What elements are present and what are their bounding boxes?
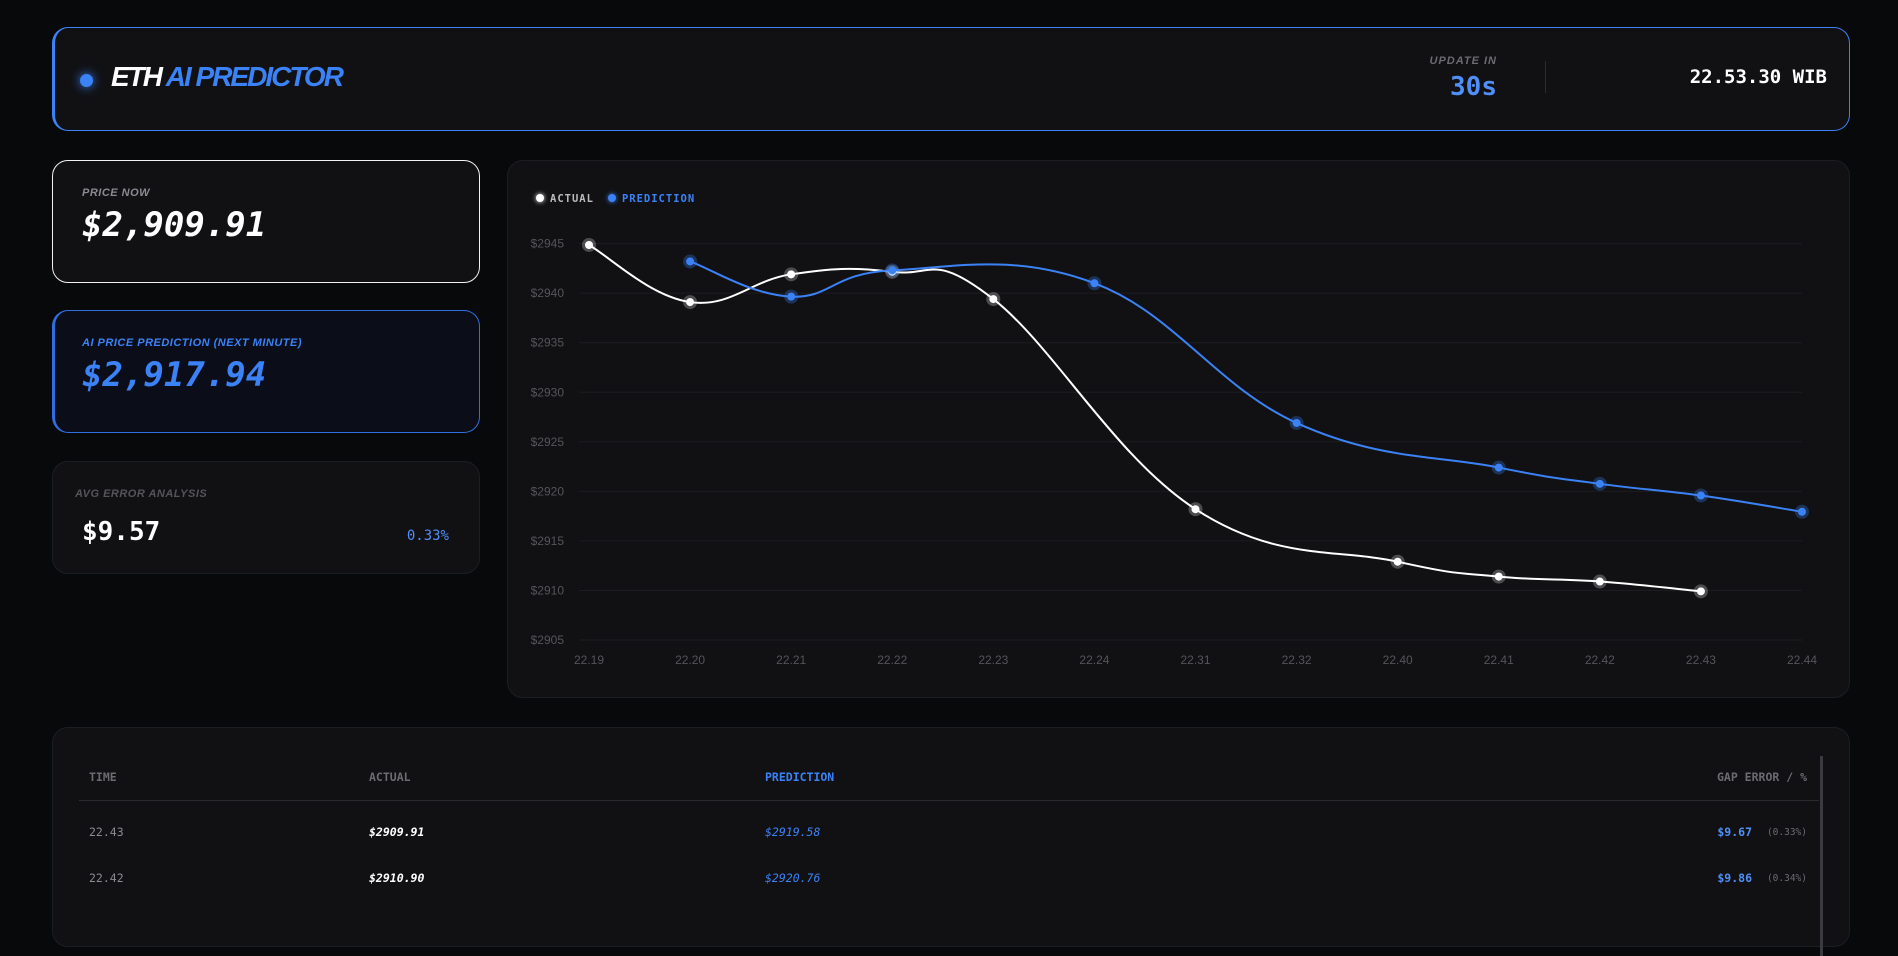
data-point-actual xyxy=(1191,505,1200,514)
x-tick-label: 22.43 xyxy=(1686,653,1716,667)
app-header: ETH AI PREDICTOR UPDATE IN 30s 22.53.30 … xyxy=(52,27,1850,131)
row-prediction: $2919.58 xyxy=(765,825,821,839)
divider xyxy=(1545,61,1546,93)
chart-legend: ACTUAL PREDICTION xyxy=(536,193,695,205)
y-tick-label: $2940 xyxy=(531,286,565,300)
price-now-value: $2,909.91 xyxy=(82,205,267,245)
y-tick-label: $2905 xyxy=(531,633,565,647)
price-now-label: PRICE NOW xyxy=(82,187,151,199)
legend-actual-label: ACTUAL xyxy=(550,193,594,205)
data-point-actual xyxy=(989,295,998,304)
col-header-time: TIME xyxy=(89,770,117,784)
live-status-dot-icon xyxy=(80,74,93,87)
data-point-actual xyxy=(585,240,593,249)
data-point-actual xyxy=(787,270,796,279)
avg-error-value: $9.57 xyxy=(82,517,161,547)
data-point-actual xyxy=(1393,557,1402,566)
legend-prediction-label: PREDICTION xyxy=(621,193,696,205)
chart-plot: $2945 $2940 $2935 $2930 $2925 $2920 $2915 $2910… xyxy=(531,237,1818,667)
avg-error-label: AVG ERROR ANALYSIS xyxy=(75,488,208,500)
y-tick-label: $2930 xyxy=(531,385,565,399)
app-title: ETH AI PREDICTOR xyxy=(111,61,344,93)
data-point-prediction xyxy=(1798,507,1806,516)
y-tick-label: $2945 xyxy=(531,237,565,251)
col-header-actual: ACTUAL xyxy=(369,770,411,784)
data-point-actual xyxy=(1494,572,1503,581)
x-tick-label: 22.42 xyxy=(1585,653,1615,667)
row-time: 22.42 xyxy=(89,871,124,885)
history-table: TIME ACTUAL PREDICTION GAP ERROR / % 22.… xyxy=(52,727,1850,956)
data-point-actual xyxy=(1696,587,1705,596)
col-header-prediction: PREDICTION xyxy=(765,770,835,784)
prediction-value: $2,917.94 xyxy=(82,355,267,395)
scrollbar[interactable] xyxy=(1820,756,1823,956)
col-header-gap: GAP ERROR / % xyxy=(1716,770,1807,784)
row-gap-percent: (0.33%) xyxy=(1766,827,1807,838)
legend-actual[interactable]: ACTUAL xyxy=(536,193,594,205)
price-chart: ACTUAL PREDICTION $2945 $2940 $2935 $2930 $2… xyxy=(507,160,1850,698)
x-tick-label: 22.41 xyxy=(1484,653,1514,667)
legend-prediction-dot-icon xyxy=(607,194,616,202)
row-actual: $2910.90 xyxy=(369,871,425,885)
data-point-prediction xyxy=(1292,418,1301,427)
update-label: UPDATE IN xyxy=(1429,55,1497,67)
legend-actual-dot-icon xyxy=(536,194,544,202)
x-tick-label: 22.22 xyxy=(877,653,907,667)
data-point-prediction xyxy=(1696,491,1705,500)
data-point-actual xyxy=(686,298,695,307)
x-tick-label: 22.32 xyxy=(1282,653,1312,667)
prediction-card: AI PRICE PREDICTION (NEXT MINUTE) $2,917… xyxy=(52,310,480,433)
x-tick-label: 22.20 xyxy=(675,653,705,667)
data-point-prediction xyxy=(1494,463,1503,472)
legend-prediction[interactable]: PREDICTION xyxy=(607,193,696,205)
y-tick-label: $2915 xyxy=(531,534,565,548)
avg-error-percent: 0.33% xyxy=(406,528,449,544)
avg-error-card: AVG ERROR ANALYSIS $9.57 0.33% xyxy=(52,461,480,574)
row-gap-percent: (0.34%) xyxy=(1766,873,1807,884)
y-tick-label: $2920 xyxy=(531,484,565,498)
y-tick-label: $2935 xyxy=(531,336,565,350)
data-point-prediction xyxy=(1595,479,1604,488)
row-gap: $9.67 xyxy=(1717,825,1752,839)
y-tick-label: $2910 xyxy=(531,583,565,597)
clock: 22.53.30 WIB xyxy=(1689,66,1827,88)
row-actual: $2909.91 xyxy=(369,825,425,839)
update-countdown: 30s xyxy=(1450,72,1497,102)
x-tick-label: 22.24 xyxy=(1079,653,1109,667)
data-point-prediction xyxy=(888,266,897,275)
data-point-prediction xyxy=(686,257,695,266)
x-tick-label: 22.44 xyxy=(1787,653,1817,667)
row-gap: $9.86 xyxy=(1717,871,1752,885)
data-point-prediction xyxy=(1090,279,1099,288)
x-tick-label: 22.23 xyxy=(978,653,1008,667)
y-tick-label: $2925 xyxy=(531,435,565,449)
x-tick-label: 22.19 xyxy=(574,653,604,667)
row-prediction: $2920.76 xyxy=(765,871,821,885)
x-tick-label: 22.31 xyxy=(1180,653,1210,667)
data-point-prediction xyxy=(787,292,796,301)
x-tick-label: 22.21 xyxy=(776,653,806,667)
title-main: ETH xyxy=(111,61,163,92)
series-line-actual xyxy=(588,244,1702,593)
data-point-actual xyxy=(1595,577,1604,586)
header-divider xyxy=(79,800,1819,801)
series-line-prediction xyxy=(689,260,1803,513)
title-accent: AI PREDICTOR xyxy=(165,61,344,92)
row-time: 22.43 xyxy=(89,825,124,839)
price-now-card: PRICE NOW $2,909.91 xyxy=(52,160,480,283)
x-tick-label: 22.40 xyxy=(1383,653,1413,667)
prediction-label: AI PRICE PREDICTION (NEXT MINUTE) xyxy=(82,337,303,349)
